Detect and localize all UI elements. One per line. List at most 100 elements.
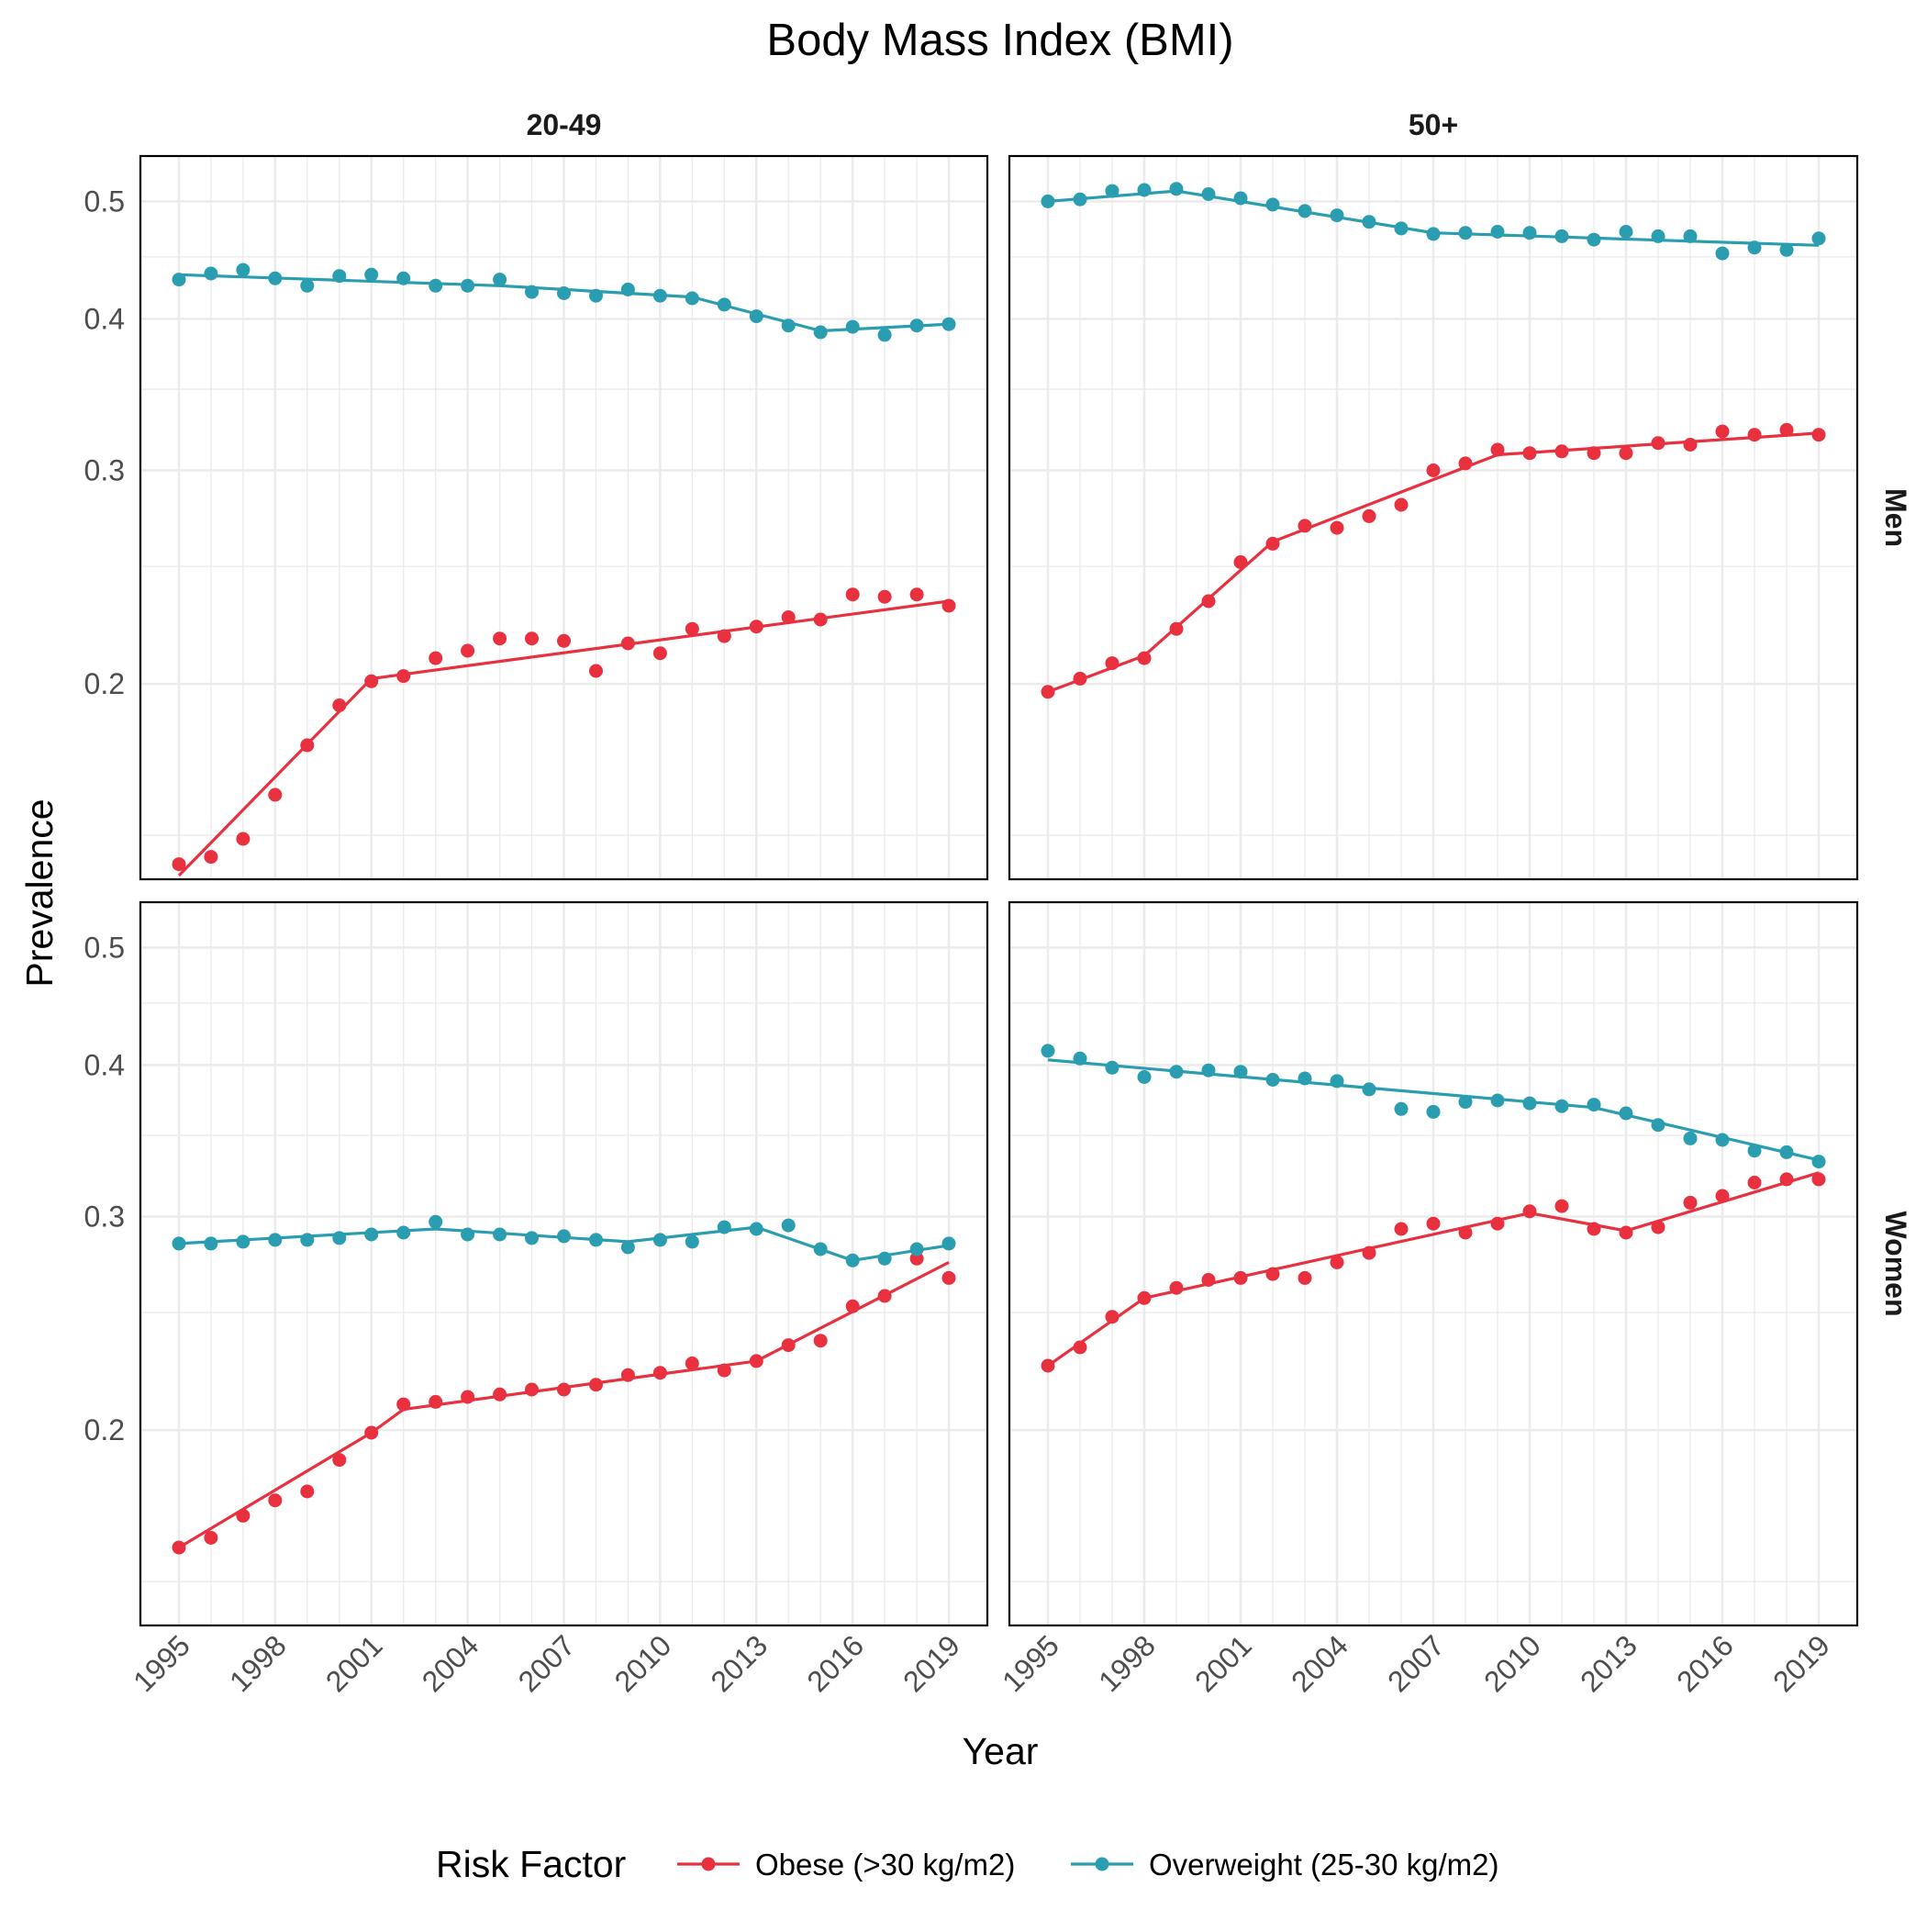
data-point-overweight: [204, 266, 218, 281]
data-point-overweight: [1394, 221, 1409, 236]
x-tick-label: 2010: [608, 1628, 678, 1698]
y-tick-label: 0.3: [84, 454, 125, 487]
data-point-obese: [1651, 436, 1665, 451]
panel-border: [1008, 900, 1859, 1627]
data-point-overweight: [557, 1229, 571, 1244]
data-point-overweight: [1811, 1155, 1826, 1169]
data-point-obese: [1105, 656, 1119, 671]
data-point-obese: [1137, 651, 1152, 665]
data-point-overweight: [589, 1233, 603, 1247]
y-tick-label: 0.5: [84, 184, 125, 218]
legend-label-overweight: Overweight (25-30 kg/m2): [1149, 1848, 1498, 1882]
data-point-obese: [396, 1397, 411, 1412]
legend: Risk Factor Obese (>30 kg/m2) Overweight (…: [436, 1843, 1498, 1885]
data-point-obese: [396, 669, 411, 684]
data-point-overweight: [1619, 225, 1633, 239]
facet-strip-column: 50+: [1409, 108, 1458, 141]
data-point-obese: [589, 1378, 603, 1392]
y-tick-label: 0.2: [84, 667, 125, 700]
data-point-overweight: [781, 318, 796, 333]
data-point-overweight: [685, 1234, 699, 1249]
data-point-obese: [1073, 1340, 1087, 1355]
data-point-overweight: [461, 1227, 475, 1242]
data-point-overweight: [652, 288, 667, 303]
data-point-overweight: [429, 278, 443, 293]
facet-strip-column: 20-49: [527, 108, 602, 141]
data-point-obese: [204, 850, 218, 865]
data-point-obese: [332, 698, 347, 712]
data-point-overweight: [877, 1251, 892, 1266]
data-point-obese: [845, 587, 860, 602]
data-point-obese: [589, 664, 603, 678]
data-point-obese: [1554, 444, 1569, 459]
data-point-overweight: [300, 1233, 315, 1247]
panel-50+-women: Women 1995 1998 2001 2004 2007 2010 2013 2016 201…: [996, 900, 1912, 1698]
data-point-obese: [1458, 456, 1473, 471]
data-point-overweight: [717, 1220, 731, 1234]
data-point-overweight: [877, 328, 892, 342]
data-point-overweight: [1554, 1099, 1569, 1113]
data-point-obese: [909, 587, 924, 602]
data-point-overweight: [1233, 191, 1248, 206]
x-tick-label: 1995: [127, 1628, 196, 1698]
y-axis-title: Prevalence: [18, 798, 61, 987]
data-point-obese: [877, 589, 892, 604]
data-point-obese: [781, 1338, 796, 1353]
data-point-obese: [1362, 508, 1376, 523]
data-point-overweight: [396, 1225, 411, 1240]
data-point-overweight: [813, 325, 828, 340]
x-tick-label: 2019: [1766, 1628, 1836, 1698]
data-point-obese: [557, 1382, 571, 1397]
data-point-overweight: [1683, 229, 1698, 243]
data-point-obese: [1490, 1216, 1505, 1231]
legend-title: Risk Factor: [436, 1843, 626, 1885]
data-point-obese: [332, 1453, 347, 1468]
data-point-overweight: [1554, 229, 1569, 243]
x-tick-label: 2001: [1188, 1628, 1258, 1698]
data-point-overweight: [332, 269, 347, 284]
x-tick-label: 1998: [1092, 1628, 1162, 1698]
data-point-obese: [620, 636, 635, 651]
data-point-obese: [1587, 446, 1601, 461]
data-point-obese: [525, 1382, 539, 1397]
data-point-obese: [1458, 1225, 1473, 1240]
data-point-obese: [1619, 1225, 1633, 1240]
data-point-obese: [717, 1363, 731, 1378]
x-tick-label: 2010: [1477, 1628, 1547, 1698]
data-point-overweight: [557, 286, 571, 300]
data-point-obese: [941, 598, 956, 613]
data-point-overweight: [525, 1231, 539, 1245]
y-tick-label: 0.4: [84, 1048, 125, 1081]
data-point-overweight: [236, 1234, 251, 1249]
data-point-overweight: [717, 297, 731, 312]
data-point-obese: [941, 1270, 956, 1285]
data-point-overweight: [909, 318, 924, 333]
legend-entry-overweight: Overweight (25-30 kg/m2): [1071, 1848, 1498, 1882]
data-point-overweight: [1779, 1145, 1794, 1159]
data-point-overweight: [461, 278, 475, 293]
data-point-obese: [1522, 446, 1537, 461]
data-point-overweight: [1201, 187, 1216, 201]
data-point-obese: [493, 1387, 507, 1402]
x-tick-label: 1995: [996, 1628, 1065, 1698]
data-point-overweight: [941, 1236, 956, 1251]
x-tick-label: 2001: [319, 1628, 389, 1698]
data-point-obese: [1233, 1270, 1248, 1285]
data-point-overweight: [845, 1253, 860, 1268]
data-point-overweight: [1619, 1106, 1633, 1121]
data-point-obese: [172, 1540, 186, 1555]
data-point-obese: [525, 631, 539, 646]
data-point-overweight: [429, 1214, 443, 1229]
data-point-overweight: [300, 278, 315, 293]
x-tick-label: 2016: [1670, 1628, 1740, 1698]
data-point-overweight: [1073, 192, 1087, 207]
data-point-obese: [364, 674, 379, 688]
data-point-overweight: [1715, 1133, 1730, 1147]
data-point-overweight: [1330, 1074, 1344, 1089]
data-point-overweight: [1201, 1063, 1216, 1078]
data-point-obese: [749, 620, 763, 634]
data-point-obese: [1490, 442, 1505, 457]
data-point-obese: [461, 643, 475, 658]
